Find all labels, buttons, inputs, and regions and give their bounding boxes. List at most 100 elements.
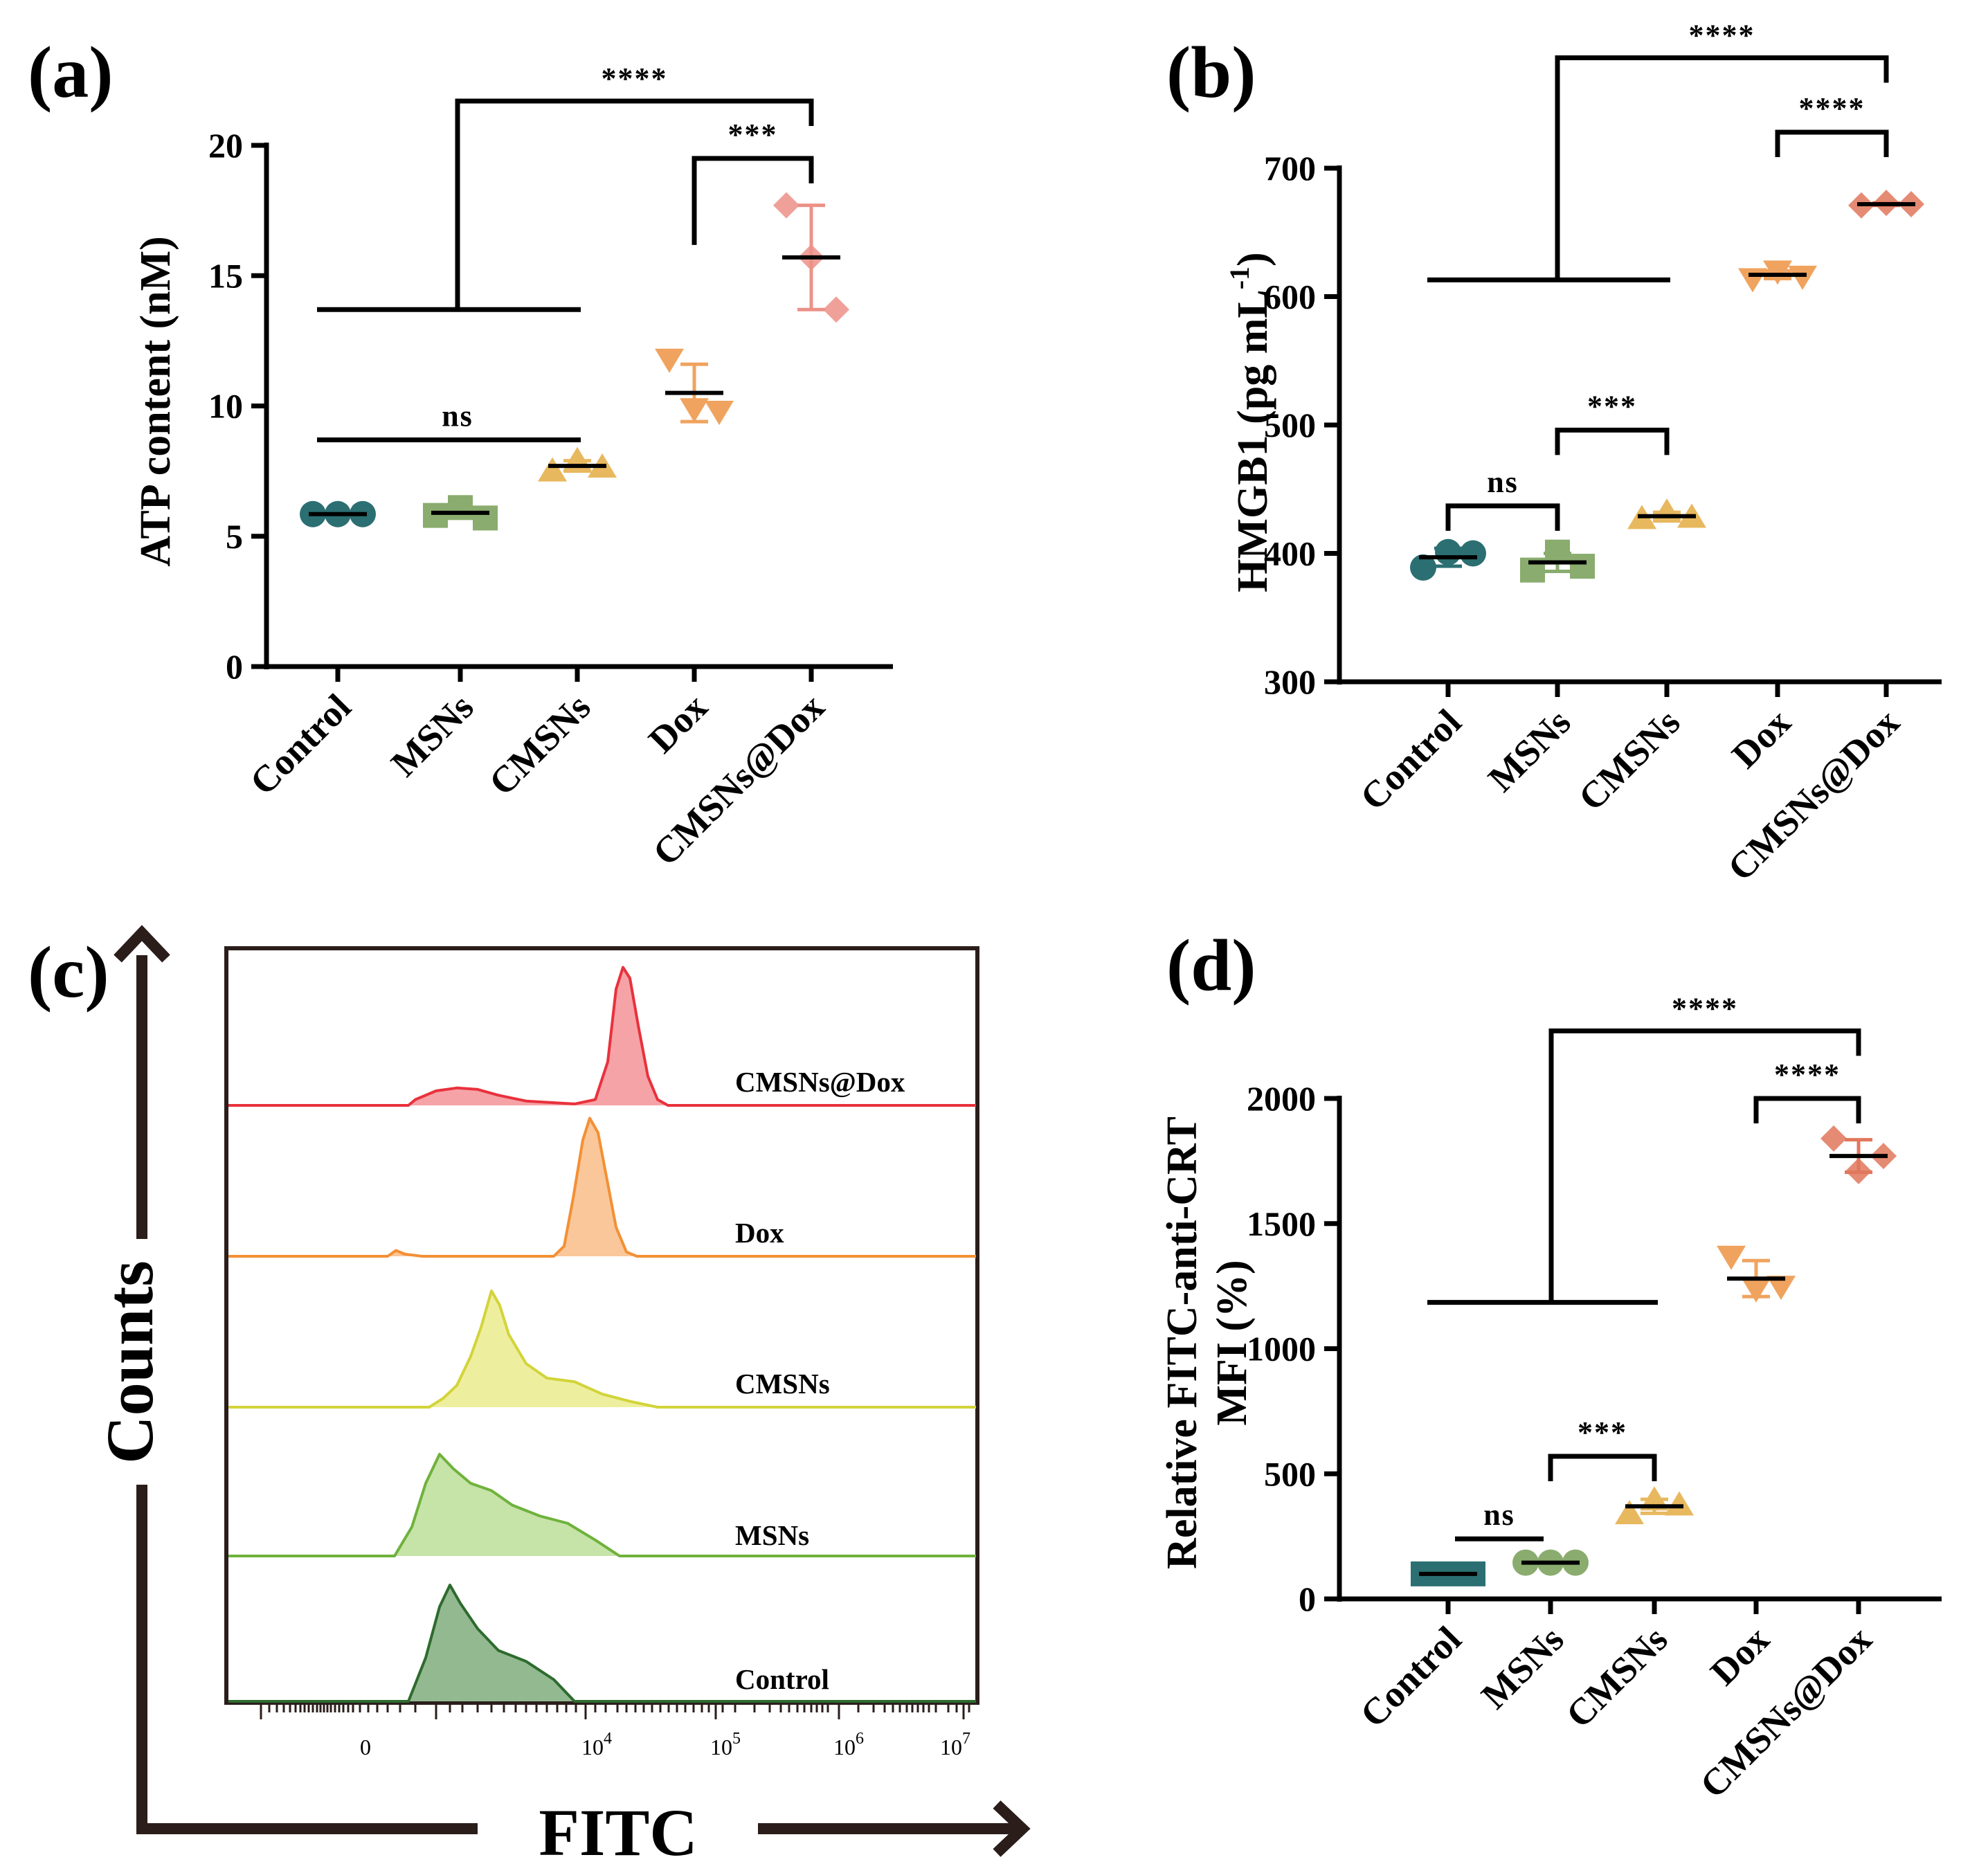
counts-axis-title: Counts [93,1260,167,1463]
panel-c-letter: (c) [28,932,109,1013]
panel-d-y-axis-title-line2: MFI (%) [1209,1260,1256,1425]
histogram-x-tick-base: 10 [940,1735,962,1759]
histogram-curve [228,1584,976,1703]
a-data-point [680,398,709,423]
counts-arrow-head [114,925,170,963]
b-sig-label: ns [1487,465,1519,499]
b-sig-bracket [1555,55,1889,280]
b-data-point [1460,540,1486,567]
histogram-x-tick-exponent: 5 [732,1730,741,1748]
panel-b-y-title-end: ) [1229,252,1276,266]
a-data-point [448,495,473,521]
a-data-point [773,192,799,219]
b-data-point [1410,554,1436,581]
b-category-label: CMSNs [1571,701,1688,819]
panel-a-significance: ns******* [317,62,814,442]
a-sig-bracket [455,98,814,310]
histogram-series-label: CMSNs@Dox [735,1066,905,1098]
fitc-axis-title: FITC [539,1795,697,1870]
a-ytick-label: 20 [208,126,243,165]
panel-b-letter: (b) [1166,32,1256,113]
a-ytick-label: 10 [208,387,243,426]
histogram-x-tick-base: 0 [360,1735,371,1759]
histogram-x-tick-label: 105 [710,1730,741,1759]
d-category-label: MSNs [1473,1618,1571,1717]
b-sig-bracket [1445,503,1560,531]
b-sig-label: **** [1799,91,1865,125]
histogram-curve [228,1116,976,1258]
panel-b-axes [1337,165,1942,685]
panel-d-data [1411,1125,1897,1586]
d-sig-bracket [1548,1028,1861,1303]
panel-b: (b) HMGB1 (pg mL-1) 300 400 500 600 700 Cont… [1166,18,1942,889]
histogram-rows: CMSNs@Dox Dox CMSNs MSNs Control [228,966,976,1703]
histogram-x-tick-base: 10 [581,1735,604,1759]
panel-d-significance: ns*********** [1427,991,1861,1541]
b-category-label: Dox [1724,701,1798,776]
panel-b-y-ticks: 300 400 500 600 700 [1264,149,1339,701]
histogram-x-tick-label: 106 [833,1730,864,1759]
histogram-x-tick-label: 0 [360,1735,371,1759]
a-data-point [423,503,448,528]
b-data-point [1435,539,1461,565]
d-ytick-label: 1500 [1247,1204,1316,1243]
panel-b-y-title-main: HMGB1 (pg mL [1229,289,1276,592]
histogram-fill [228,1454,976,1556]
b-ytick-label: 600 [1264,278,1316,316]
histogram-frame [224,946,979,1705]
panel-a-axes [264,143,893,669]
panel-d-y-axis-title-line1: Relative FITC-anti-CRT [1159,1116,1206,1569]
histogram-x-tick-label: 104 [581,1730,612,1759]
b-data-point [1570,554,1595,579]
d-data-point [1845,1157,1872,1184]
d-data-point [1665,1491,1694,1516]
b-data-point [1788,265,1817,290]
panel-d-letter: (d) [1166,925,1256,1006]
b-ytick-label: 500 [1264,406,1316,444]
panel-b-data [1410,190,1924,583]
d-sig-label: **** [1774,1058,1841,1092]
a-sig-label: ns [442,399,473,433]
b-sig-label: **** [1689,18,1755,52]
d-ytick-label: 2000 [1247,1079,1316,1118]
d-data-point [1742,1278,1771,1303]
d-ytick-label: 1000 [1247,1330,1316,1368]
d-data-point [1766,1276,1796,1301]
histogram-x-tick-exponent: 7 [962,1730,970,1748]
histogram-x-tick-exponent: 6 [856,1730,864,1748]
d-ytick-label: 500 [1264,1454,1316,1493]
a-data-point [538,457,567,482]
d-category-label: Control [1352,1618,1469,1735]
panel-d: (d) Relative FITC-anti-CRT MFI (%) 0 500 1… [1159,925,1942,1806]
a-sig-label: **** [602,62,668,96]
b-category-label: MSNs [1480,701,1578,799]
histogram-series-label: MSNs [735,1519,809,1551]
a-data-point [823,296,849,323]
panel-b-y-title-sup: -1 [1224,266,1255,289]
d-category-label: CMSNs [1558,1618,1676,1736]
fitc-arrow-head [993,1800,1031,1857]
a-category-label: Control [242,686,359,803]
a-category-label: MSNs [383,686,481,784]
b-sig-bracket [1555,427,1670,455]
b-sig-bracket [1775,129,1889,158]
histogram-series-label: CMSNs [735,1368,830,1400]
b-ytick-label: 300 [1264,662,1316,701]
b-sig-label: *** [1587,389,1637,423]
b-ytick-label: 700 [1264,149,1316,188]
a-category-label: CMSNs [481,686,599,804]
histogram-curve [228,1290,976,1409]
a-sig-label: *** [728,118,778,152]
histogram-x-tick-label: 107 [940,1730,970,1759]
a-data-point [473,505,498,531]
histogram-curve [228,1453,976,1557]
d-category-label: Dox [1702,1618,1777,1693]
b-data-point [1738,268,1767,293]
a-ytick-label: 0 [226,647,243,686]
b-category-label: Control [1352,701,1469,818]
a-data-point [655,348,684,373]
d-data-point [1820,1125,1847,1152]
